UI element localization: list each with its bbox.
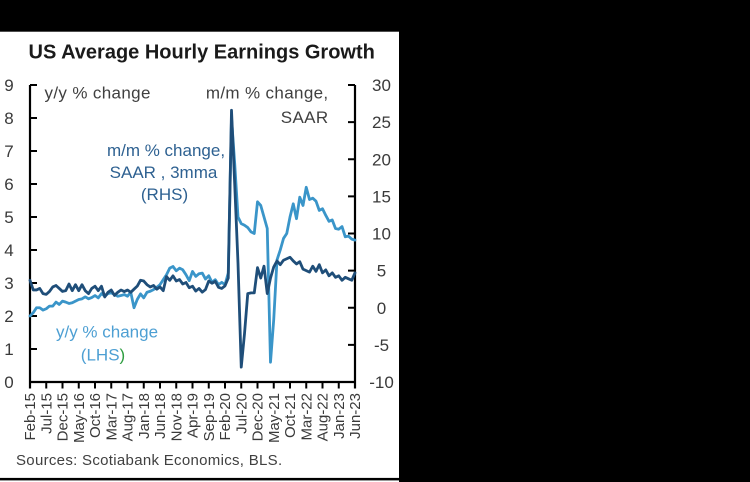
svg-text:Nov-18: Nov-18 bbox=[168, 393, 185, 441]
svg-text:Feb-15: Feb-15 bbox=[22, 393, 39, 441]
svg-text:Sep-19: Sep-19 bbox=[201, 393, 218, 441]
svg-text:7: 7 bbox=[4, 142, 13, 161]
svg-text:Mar-17: Mar-17 bbox=[103, 393, 120, 441]
svg-text:May-21: May-21 bbox=[266, 393, 283, 443]
svg-text:25: 25 bbox=[372, 113, 391, 132]
svg-text:m/m % change,: m/m % change, bbox=[107, 141, 225, 160]
svg-text:Sources: Scotiabank Economics,: Sources: Scotiabank Economics, BLS. bbox=[16, 452, 282, 469]
svg-text:SAAR: SAAR bbox=[281, 108, 329, 127]
svg-text:y/y % change: y/y % change bbox=[56, 323, 158, 342]
svg-text:Jul-15: Jul-15 bbox=[38, 393, 55, 434]
svg-text:Aug-22: Aug-22 bbox=[315, 393, 332, 441]
svg-text:Jan-18: Jan-18 bbox=[136, 393, 153, 439]
svg-text:Feb-20: Feb-20 bbox=[217, 393, 234, 441]
svg-text:Dec-20: Dec-20 bbox=[250, 393, 267, 441]
svg-text:20: 20 bbox=[372, 150, 391, 169]
svg-text:(LHS): (LHS) bbox=[81, 346, 125, 365]
svg-text:Aug-17: Aug-17 bbox=[120, 393, 137, 441]
svg-text:Jun-23: Jun-23 bbox=[347, 393, 364, 439]
svg-text:-10: -10 bbox=[369, 373, 394, 392]
svg-text:Mar-22: Mar-22 bbox=[298, 393, 315, 441]
svg-text:y/y % change: y/y % change bbox=[45, 84, 151, 103]
svg-text:3: 3 bbox=[4, 274, 13, 293]
svg-text:5: 5 bbox=[377, 262, 386, 281]
svg-text:Jun-18: Jun-18 bbox=[152, 393, 169, 439]
svg-text:4: 4 bbox=[4, 241, 13, 260]
svg-text:1: 1 bbox=[4, 340, 13, 359]
svg-text:10: 10 bbox=[372, 225, 391, 244]
svg-text:8: 8 bbox=[4, 109, 13, 128]
svg-text:Dec-15: Dec-15 bbox=[55, 393, 72, 441]
svg-text:Jul-20: Jul-20 bbox=[233, 393, 250, 434]
svg-text:May-16: May-16 bbox=[71, 393, 88, 443]
svg-text:Oct-21: Oct-21 bbox=[282, 393, 299, 438]
svg-text:Oct-16: Oct-16 bbox=[87, 393, 104, 438]
svg-text:Jan-23: Jan-23 bbox=[331, 393, 348, 439]
svg-text:30: 30 bbox=[372, 76, 391, 95]
svg-text:9: 9 bbox=[4, 76, 13, 95]
svg-text:2: 2 bbox=[4, 307, 13, 326]
svg-text:5: 5 bbox=[4, 208, 13, 227]
svg-text:15: 15 bbox=[372, 187, 391, 206]
svg-text:0: 0 bbox=[377, 299, 386, 318]
svg-text:0: 0 bbox=[4, 373, 13, 392]
svg-text:6: 6 bbox=[4, 175, 13, 194]
svg-text:Apr-19: Apr-19 bbox=[185, 393, 202, 438]
svg-text:SAAR , 3mma: SAAR , 3mma bbox=[110, 163, 218, 182]
svg-text:US Average Hourly Earnings Gro: US Average Hourly Earnings Growth bbox=[29, 42, 375, 64]
svg-text:m/m % change,: m/m % change, bbox=[206, 84, 329, 103]
svg-text:(RHS): (RHS) bbox=[141, 185, 188, 204]
svg-text:-5: -5 bbox=[374, 336, 389, 355]
